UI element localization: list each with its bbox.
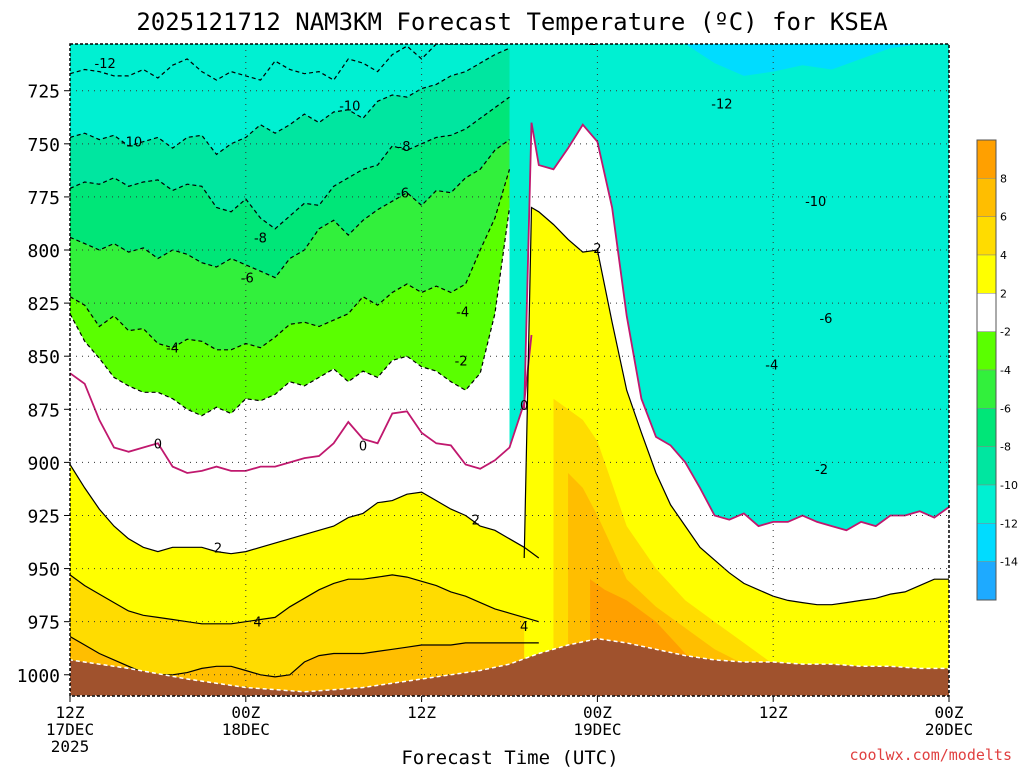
y-tick-label: 825: [27, 294, 60, 315]
colorbar-label: -8: [1000, 441, 1011, 454]
contour-label: 2: [214, 541, 222, 556]
isotherm--6: [70, 139, 510, 279]
contour-label: -8: [398, 140, 411, 155]
colorbar-frame: [976, 139, 997, 601]
colorbar-segment: [976, 523, 997, 562]
chart-title: 2025121712 NAM3KM Forecast Temperature (…: [136, 8, 888, 36]
x-tick-label: 17DEC: [46, 720, 94, 739]
isotherm--8: [70, 96, 510, 230]
contour-label: 0: [154, 437, 162, 452]
plot-frame: [69, 43, 950, 697]
contour-label: -8: [254, 231, 267, 246]
colorbar-label: 8: [1000, 172, 1007, 185]
y-tick-label: 775: [27, 188, 60, 209]
isotherm--10: [70, 47, 510, 156]
contour-label: -10: [805, 195, 826, 210]
y-axis: 725 750 775 800 825 850 875 900 925 950 975 1000: [17, 82, 70, 687]
x-tick-label: 00Z: [935, 703, 964, 722]
contour-label: 0: [359, 439, 367, 454]
warm-nose-neutral-band: [524, 122, 949, 605]
contour-label: -6: [819, 312, 832, 327]
isotherm-2: [70, 464, 540, 559]
colorbar-segment: [976, 369, 997, 409]
y-tick-label: 925: [27, 506, 60, 527]
contour-label: -6: [241, 272, 254, 287]
contour-label: -4: [456, 306, 469, 321]
grid-lines: [70, 44, 949, 696]
credit-text[interactable]: coolwx.com/modelts: [849, 746, 1012, 764]
y-tick-label: 725: [27, 82, 60, 103]
isotherm-4: [70, 574, 539, 625]
colorbar-label: 2: [1000, 287, 1007, 300]
colorbar-label: 6: [1000, 211, 1007, 224]
contour-label: 0: [520, 399, 528, 414]
x-tick-label: 18DEC: [222, 720, 270, 739]
contour-label: -10: [339, 100, 360, 115]
isotherm--12: [70, 44, 510, 81]
x-tick-label: 12Z: [56, 703, 85, 722]
colorbar-segment: [976, 178, 997, 217]
y-tick-label: 875: [27, 400, 60, 421]
contour-label: 2: [472, 514, 480, 529]
contour-label: 4: [520, 620, 528, 635]
x-tick-label: 20DEC: [925, 720, 973, 739]
plot-area: -12 -10 -10 -8 -8 -6 -6 -4 -4 -2 -2 -12 -10 -6 -4 -2 0 0 0…: [70, 34, 949, 696]
isotherm-contours: [70, 44, 949, 678]
y-tick-label: 950: [27, 560, 60, 581]
colorbar-label: 4: [1000, 249, 1007, 262]
colorbar-segment: [976, 216, 997, 256]
y-tick-label: 850: [27, 347, 60, 368]
colorbar: 8 6 4 2 -2 -4 -6 -8 -10 -12 -14: [976, 139, 1018, 601]
contour-label: -2: [815, 463, 828, 478]
colorbar-segment: [976, 139, 997, 179]
colorbar-label: -2: [1000, 326, 1011, 339]
x-tick-label: 12Z: [407, 703, 436, 722]
colorbar-segment: [976, 408, 997, 447]
x-tick-label: 2025: [51, 737, 90, 756]
contour-label: -12: [95, 57, 116, 72]
contour-labels: -12 -10 -10 -8 -8 -6 -6 -4 -4 -2 -2 -12 -10 -6 -4 -2 0 0 0…: [95, 34, 833, 635]
contour-label: 2: [593, 242, 601, 257]
y-tick-label: 975: [27, 613, 60, 634]
colorbar-segment: [976, 331, 997, 371]
y-tick-label: 900: [27, 453, 60, 474]
contour-label: -4: [765, 359, 778, 374]
colorbar-label: -6: [1000, 402, 1011, 415]
isotherm--4: [70, 169, 511, 351]
x-tick-label: 12Z: [759, 703, 788, 722]
colorbar-segment: [976, 293, 997, 332]
contour-label: -6: [396, 187, 409, 202]
contour-label: -12: [711, 97, 732, 112]
terrain-surface: [70, 637, 949, 696]
y-tick-label: 800: [27, 241, 60, 262]
colorbar-label: -4: [1000, 364, 1011, 377]
colorbar-segment: [976, 484, 997, 524]
colorbar-segment: [976, 561, 997, 601]
colorbar-label: -10: [1000, 479, 1018, 492]
colorbar-segment: [976, 446, 997, 486]
colorbar-label: -12: [1000, 517, 1018, 530]
colorbar-label: -14: [1000, 556, 1018, 569]
y-tick-label: 1000: [17, 666, 60, 687]
contour-label: -10: [121, 136, 142, 151]
contour-label: -2: [455, 354, 468, 369]
colorbar-segment: [976, 254, 997, 294]
isotherm-warm-nose-2: [523, 206, 949, 606]
y-tick-label: 750: [27, 135, 60, 156]
coldest-band: [685, 44, 949, 76]
x-axis-label: Forecast Time (UTC): [401, 747, 618, 768]
x-tick-label: 19DEC: [573, 720, 621, 739]
x-tick-label: 00Z: [231, 703, 260, 722]
contour-label: -4: [166, 342, 179, 357]
isotherm-0: [70, 334, 533, 474]
contour-label: -2: [584, 34, 597, 49]
isotherm-warm-nose-0: [523, 122, 949, 532]
x-tick-label: 00Z: [583, 703, 612, 722]
contour-label: 4: [253, 616, 261, 631]
